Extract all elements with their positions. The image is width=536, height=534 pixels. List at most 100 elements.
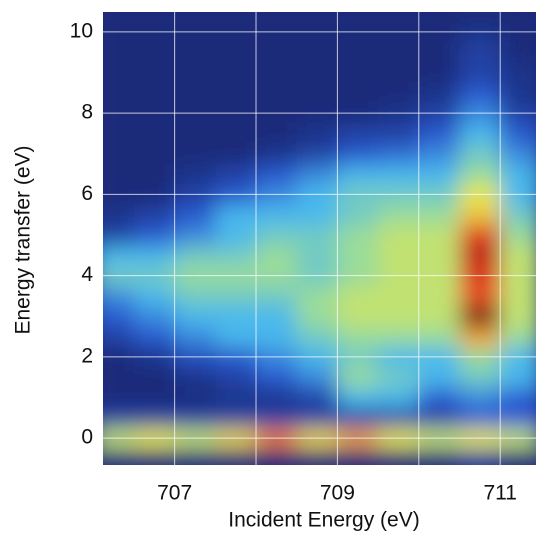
heat-cell — [337, 123, 378, 144]
heat-cell — [134, 326, 175, 347]
heat-cell — [256, 245, 297, 266]
heat-cell — [378, 387, 419, 408]
heat-cell — [297, 144, 338, 165]
heat-cell — [378, 62, 419, 83]
heat-cell — [459, 205, 500, 226]
heat-cell — [500, 123, 536, 144]
heat-cell — [500, 205, 536, 226]
heat-cell — [256, 62, 297, 83]
heat-cell — [134, 144, 175, 165]
heat-cell — [337, 42, 378, 63]
heat-cell — [93, 306, 134, 327]
heat-cell — [215, 62, 256, 83]
heat-cell — [459, 286, 500, 307]
heat-cell — [459, 1, 500, 22]
heat-cell — [297, 205, 338, 226]
heat-cell — [93, 83, 134, 104]
heat-cell — [337, 286, 378, 307]
heat-cell — [337, 83, 378, 104]
heat-cell — [175, 245, 216, 266]
heat-cell — [134, 408, 175, 429]
heat-cell — [419, 164, 460, 185]
heat-cell — [134, 1, 175, 22]
heat-cell — [378, 42, 419, 63]
heat-cell — [500, 448, 536, 469]
heat-cell — [93, 144, 134, 165]
heat-cell — [175, 448, 216, 469]
heat-cell — [175, 62, 216, 83]
heat-cell — [419, 62, 460, 83]
heat-cell — [297, 326, 338, 347]
heat-cell — [378, 245, 419, 266]
heat-cell — [256, 164, 297, 185]
heat-cell — [256, 1, 297, 22]
heat-cell — [93, 387, 134, 408]
heat-cell — [215, 225, 256, 246]
heat-cell — [134, 225, 175, 246]
heat-cell — [500, 1, 536, 22]
heat-cell — [419, 408, 460, 429]
heat-cell — [134, 164, 175, 185]
heat-cell — [256, 83, 297, 104]
heat-cell — [93, 408, 134, 429]
heat-cell — [337, 205, 378, 226]
heat-cell — [419, 83, 460, 104]
heat-cell — [175, 306, 216, 327]
heat-cell — [500, 387, 536, 408]
heat-cell — [378, 367, 419, 388]
heat-cell — [215, 164, 256, 185]
heat-cell — [297, 42, 338, 63]
heat-cell — [93, 245, 134, 266]
heat-cell — [459, 387, 500, 408]
heat-cell — [256, 448, 297, 469]
heat-cell — [337, 306, 378, 327]
heat-cell — [459, 448, 500, 469]
heat-cell — [337, 387, 378, 408]
heat-cell — [419, 448, 460, 469]
heat-cell — [419, 245, 460, 266]
heat-cell — [256, 286, 297, 307]
heat-cell — [175, 83, 216, 104]
heat-cell — [459, 245, 500, 266]
y-tick-label: 4 — [81, 263, 93, 286]
heat-cell — [459, 164, 500, 185]
heat-cell — [378, 1, 419, 22]
heat-cell — [256, 326, 297, 347]
heat-cell — [459, 225, 500, 246]
heat-cell — [297, 83, 338, 104]
plot-area — [93, 1, 536, 469]
heat-cell — [337, 1, 378, 22]
y-tick-label: 10 — [70, 19, 93, 42]
heat-cell — [378, 164, 419, 185]
heat-cell — [459, 326, 500, 347]
heat-cell — [459, 42, 500, 63]
heat-cell — [297, 1, 338, 22]
heat-cell — [419, 123, 460, 144]
heat-cell — [419, 42, 460, 63]
heat-cell — [500, 367, 536, 388]
heat-cell — [93, 62, 134, 83]
heat-cell — [215, 387, 256, 408]
heat-cell — [378, 408, 419, 429]
heat-cell — [419, 225, 460, 246]
heat-cell — [378, 286, 419, 307]
heat-cell — [419, 144, 460, 165]
heat-cell — [459, 367, 500, 388]
heat-cell — [175, 144, 216, 165]
heat-cell — [500, 42, 536, 63]
heat-cell — [459, 62, 500, 83]
heat-cell — [215, 326, 256, 347]
heat-cell — [215, 367, 256, 388]
heat-cell — [297, 123, 338, 144]
heat-cell — [256, 225, 297, 246]
heat-cell — [337, 225, 378, 246]
heat-cell — [93, 367, 134, 388]
heat-cell — [134, 387, 175, 408]
heat-cell — [175, 387, 216, 408]
heat-cell — [500, 83, 536, 104]
heat-cell — [500, 326, 536, 347]
heat-cell — [134, 245, 175, 266]
heat-cell — [500, 225, 536, 246]
heat-cell — [297, 306, 338, 327]
heat-cell — [419, 286, 460, 307]
